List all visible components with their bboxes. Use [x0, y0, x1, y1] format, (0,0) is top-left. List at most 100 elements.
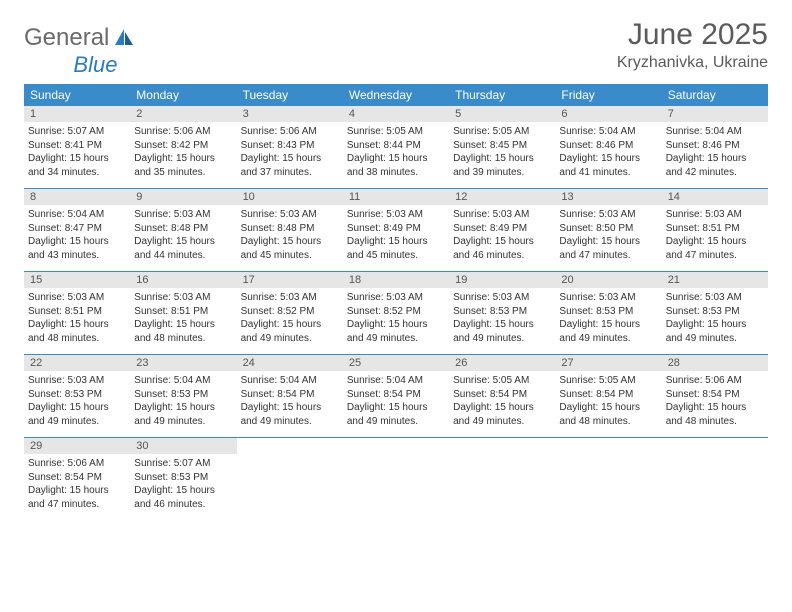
sunset-text: Sunset: 8:51 PM [666, 222, 764, 236]
calendar-cell: 1Sunrise: 5:07 AMSunset: 8:41 PMDaylight… [24, 106, 130, 188]
calendar-cell: 18Sunrise: 5:03 AMSunset: 8:52 PMDayligh… [343, 272, 449, 354]
day-number: 12 [449, 189, 555, 205]
day-number: 15 [24, 272, 130, 288]
daylight-text: Daylight: 15 hours and 49 minutes. [559, 318, 657, 345]
sunset-text: Sunset: 8:43 PM [241, 139, 339, 153]
sunset-text: Sunset: 8:50 PM [559, 222, 657, 236]
daylight-text: Daylight: 15 hours and 49 minutes. [453, 401, 551, 428]
calendar-cell: 4Sunrise: 5:05 AMSunset: 8:44 PMDaylight… [343, 106, 449, 188]
calendar-cell: 7Sunrise: 5:04 AMSunset: 8:46 PMDaylight… [662, 106, 768, 188]
calendar-cell: 21 Sunrise: 5:03 AMSunset: 8:53 PMDayligh… [662, 272, 768, 354]
daylight-text: Daylight: 15 hours and 49 minutes. [134, 401, 232, 428]
day-details: Sunrise: 5:07 AMSunset: 8:41 PMDaylight:… [28, 125, 126, 179]
calendar-cell: 8Sunrise: 5:04 AMSunset: 8:47 PMDaylight… [24, 189, 130, 271]
calendar-cell [555, 438, 661, 520]
day-details: Sunrise: 5:03 AMSunset: 8:51 PMDaylight:… [134, 291, 232, 345]
daylight-text: Daylight: 15 hours and 48 minutes. [134, 318, 232, 345]
day-details: Sunrise: 5:06 AMSunset: 8:42 PMDaylight:… [134, 125, 232, 179]
sunset-text: Sunset: 8:54 PM [666, 388, 764, 402]
day-number: 16 [130, 272, 236, 288]
daylight-text: Daylight: 15 hours and 49 minutes. [347, 401, 445, 428]
sunset-text: Sunset: 8:54 PM [28, 471, 126, 485]
calendar-cell: 26Sunrise: 5:05 AMSunset: 8:54 PMDayligh… [449, 355, 555, 437]
day-details: Sunrise: 5:03 AMSunset: 8:49 PMDaylight:… [347, 208, 445, 262]
calendar-week: 22Sunrise: 5:03 AMSunset: 8:53 PMDayligh… [24, 355, 768, 438]
sunrise-text: Sunrise: 5:04 AM [559, 125, 657, 139]
sunrise-text: Sunrise: 5:03 AM [666, 291, 764, 305]
sunrise-text: Sunrise: 5:06 AM [28, 457, 126, 471]
sunrise-text: Sunrise: 5:05 AM [559, 374, 657, 388]
day-details: Sunrise: 5:03 AMSunset: 8:53 PMDaylight:… [666, 291, 764, 345]
calendar-cell: 29 Sunrise: 5:06 AMSunset: 8:54 PMDayligh… [24, 438, 130, 520]
sunrise-text: Sunrise: 5:03 AM [666, 208, 764, 222]
calendar-cell: 12 Sunrise: 5:03 AMSunset: 8:49 PMDayligh… [449, 189, 555, 271]
daylight-text: Daylight: 15 hours and 49 minutes. [453, 318, 551, 345]
sunrise-text: Sunrise: 5:04 AM [134, 374, 232, 388]
day-details: Sunrise: 5:06 AMSunset: 8:43 PMDaylight:… [241, 125, 339, 179]
brand-part2: Blue [73, 52, 117, 78]
sunrise-text: Sunrise: 5:07 AM [28, 125, 126, 139]
day-details: Sunrise: 5:04 AMSunset: 8:54 PMDaylight:… [241, 374, 339, 428]
daylight-text: Daylight: 15 hours and 37 minutes. [241, 152, 339, 179]
day-details: Sunrise: 5:05 AMSunset: 8:45 PMDaylight:… [453, 125, 551, 179]
day-details: Sunrise: 5:03 AMSunset: 8:53 PMDaylight:… [28, 374, 126, 428]
sunset-text: Sunset: 8:49 PM [453, 222, 551, 236]
daylight-text: Daylight: 15 hours and 43 minutes. [28, 235, 126, 262]
sunrise-text: Sunrise: 5:03 AM [559, 208, 657, 222]
day-number: 7 [662, 106, 768, 122]
sunset-text: Sunset: 8:44 PM [347, 139, 445, 153]
day-details: Sunrise: 5:03 AMSunset: 8:49 PMDaylight:… [453, 208, 551, 262]
sunset-text: Sunset: 8:53 PM [666, 305, 764, 319]
day-number: 3 [237, 106, 343, 122]
day-details: Sunrise: 5:06 AMSunset: 8:54 PMDaylight:… [666, 374, 764, 428]
sunset-text: Sunset: 8:54 PM [241, 388, 339, 402]
weekday-label: Wednesday [343, 84, 449, 106]
daylight-text: Daylight: 15 hours and 41 minutes. [559, 152, 657, 179]
calendar-week: 15Sunrise: 5:03 AMSunset: 8:51 PMDayligh… [24, 272, 768, 355]
sunset-text: Sunset: 8:53 PM [453, 305, 551, 319]
sunrise-text: Sunrise: 5:05 AM [453, 125, 551, 139]
header: General Blue June 2025 Kryzhanivka, Ukra… [24, 18, 768, 72]
sunset-text: Sunset: 8:53 PM [134, 388, 232, 402]
day-number: 21 [662, 272, 768, 288]
day-details: Sunrise: 5:06 AMSunset: 8:54 PMDaylight:… [28, 457, 126, 511]
sunrise-text: Sunrise: 5:03 AM [453, 291, 551, 305]
daylight-text: Daylight: 15 hours and 46 minutes. [453, 235, 551, 262]
sunrise-text: Sunrise: 5:04 AM [241, 374, 339, 388]
day-number: 5 [449, 106, 555, 122]
calendar-cell: 3 Sunrise: 5:06 AMSunset: 8:43 PMDaylight… [237, 106, 343, 188]
sunset-text: Sunset: 8:54 PM [453, 388, 551, 402]
daylight-text: Daylight: 15 hours and 49 minutes. [241, 318, 339, 345]
calendar-cell: 5 Sunrise: 5:05 AMSunset: 8:45 PMDaylight… [449, 106, 555, 188]
day-number: 2 [130, 106, 236, 122]
day-number: 29 [24, 438, 130, 454]
day-details: Sunrise: 5:03 AMSunset: 8:51 PMDaylight:… [666, 208, 764, 262]
sunset-text: Sunset: 8:52 PM [347, 305, 445, 319]
daylight-text: Daylight: 15 hours and 39 minutes. [453, 152, 551, 179]
sunrise-text: Sunrise: 5:03 AM [134, 208, 232, 222]
day-details: Sunrise: 5:03 AMSunset: 8:52 PMDaylight:… [241, 291, 339, 345]
daylight-text: Daylight: 15 hours and 44 minutes. [134, 235, 232, 262]
day-number: 27 [555, 355, 661, 371]
calendar-cell: 20Sunrise: 5:03 AMSunset: 8:53 PMDayligh… [555, 272, 661, 354]
daylight-text: Daylight: 15 hours and 49 minutes. [666, 318, 764, 345]
daylight-text: Daylight: 15 hours and 47 minutes. [559, 235, 657, 262]
sunset-text: Sunset: 8:53 PM [134, 471, 232, 485]
day-details: Sunrise: 5:03 AMSunset: 8:50 PMDaylight:… [559, 208, 657, 262]
day-number: 20 [555, 272, 661, 288]
day-number: 8 [24, 189, 130, 205]
daylight-text: Daylight: 15 hours and 49 minutes. [241, 401, 339, 428]
sunrise-text: Sunrise: 5:05 AM [453, 374, 551, 388]
calendar-cell [343, 438, 449, 520]
calendar-cell: 24Sunrise: 5:04 AMSunset: 8:54 PMDayligh… [237, 355, 343, 437]
daylight-text: Daylight: 15 hours and 38 minutes. [347, 152, 445, 179]
day-details: Sunrise: 5:05 AMSunset: 8:54 PMDaylight:… [453, 374, 551, 428]
weekday-label: Saturday [662, 84, 768, 106]
day-number: 13 [555, 189, 661, 205]
calendar-cell [662, 438, 768, 520]
sunset-text: Sunset: 8:47 PM [28, 222, 126, 236]
daylight-text: Daylight: 15 hours and 48 minutes. [28, 318, 126, 345]
sunset-text: Sunset: 8:54 PM [347, 388, 445, 402]
calendar-week: 29 Sunrise: 5:06 AMSunset: 8:54 PMDayligh… [24, 438, 768, 520]
daylight-text: Daylight: 15 hours and 47 minutes. [28, 484, 126, 511]
